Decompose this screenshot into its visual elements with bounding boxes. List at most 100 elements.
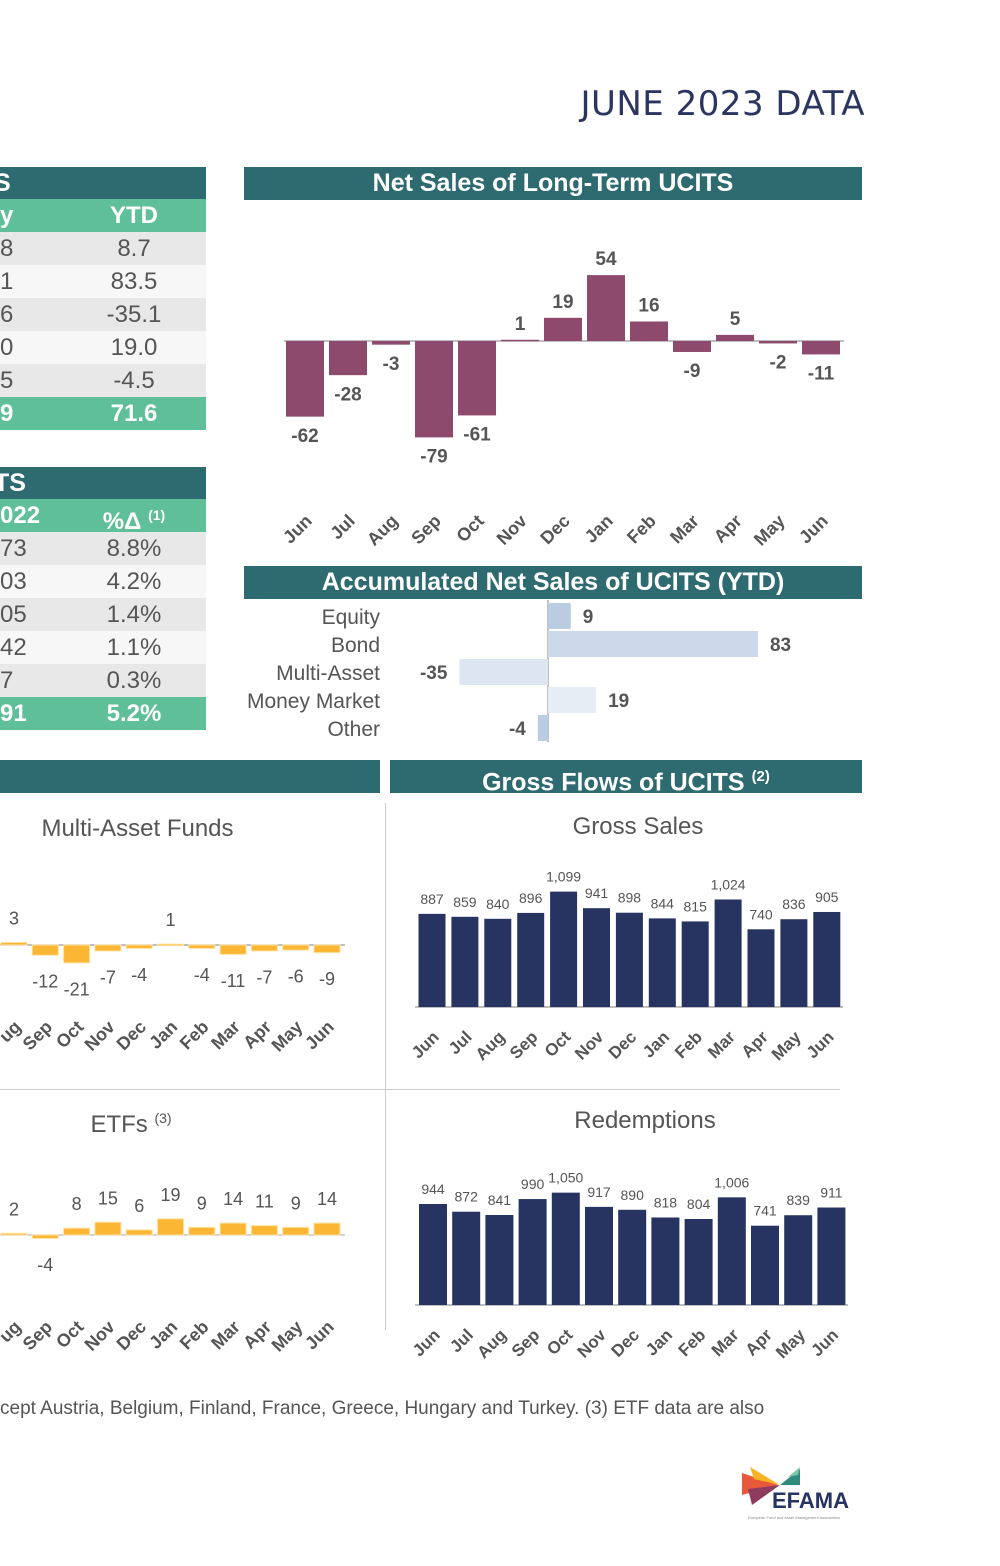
multi_asset-value-label: -11 — [221, 971, 246, 991]
redemptions-value-label: 1,050 — [548, 1170, 583, 1186]
net_sales-tick-label: Nov — [493, 511, 531, 549]
gross_sales-tick-label: Jun — [803, 1027, 838, 1062]
table-title: S — [0, 169, 11, 197]
net_sales-bar — [501, 339, 539, 342]
gross_sales-value-label: 941 — [585, 885, 609, 901]
accumulated-category-label: Bond — [331, 634, 380, 657]
net_sales-bar — [544, 317, 582, 341]
gross_sales-value-label: 1,024 — [711, 876, 746, 892]
gross_sales-bar — [747, 929, 775, 1007]
etfs-title: ETFs (3) — [0, 1110, 262, 1139]
etfs-tick-label: Apr — [239, 1317, 275, 1353]
etfs-value-label: -4 — [37, 1255, 53, 1275]
multi_asset-bar — [31, 944, 59, 956]
footnote-ref: (1) — [148, 507, 166, 523]
multi_asset-bar — [250, 944, 278, 952]
accumulated-category-label: Money Market — [247, 690, 380, 713]
multi_asset-tick-label: Feb — [176, 1017, 213, 1054]
cell: 19.0 — [110, 334, 158, 361]
redemptions-bar — [784, 1215, 813, 1305]
net_sales-value-label: 16 — [638, 295, 659, 316]
gross_sales-tick-label: Jun — [408, 1027, 443, 1062]
etfs-bar — [63, 1227, 91, 1236]
multi_asset-value-label: -6 — [288, 967, 304, 987]
redemptions-tick-label: May — [772, 1325, 809, 1362]
cell: 6 — [0, 301, 14, 328]
gross_sales-value-label: 905 — [815, 889, 839, 905]
redemptions-value-label: 890 — [621, 1187, 645, 1203]
redemptions-value-label: 818 — [654, 1194, 678, 1210]
etfs-value-label: 9 — [197, 1193, 207, 1213]
column-header: y — [0, 202, 14, 229]
net_sales-tick-label: Jun — [279, 511, 316, 548]
cell: -4.5 — [113, 367, 155, 394]
accumulated-bar — [459, 659, 548, 685]
accumulated-category-label: Multi-Asset — [276, 662, 380, 685]
multi_asset-value-label: -21 — [64, 979, 90, 999]
efama-logo-icon: EFAMA European Fund and Asset Management… — [742, 1467, 849, 1520]
gross_sales-tick-label: Mar — [704, 1027, 739, 1062]
multi_asset-tick-label: Sep — [19, 1017, 56, 1054]
gross_sales-value-label: 815 — [684, 898, 708, 914]
accumulated-value-label: -4 — [509, 719, 526, 740]
net_sales-bar — [329, 341, 367, 376]
header-text: Gross Flows of UCITS — [482, 768, 745, 793]
etfs-bar — [282, 1226, 310, 1236]
net_sales-bar — [630, 321, 668, 341]
net_sales-bar — [458, 341, 496, 416]
redemptions-tick-label: Jan — [642, 1325, 676, 1359]
etfs-value-label: 19 — [160, 1185, 180, 1205]
etfs-value-label: 14 — [223, 1189, 243, 1209]
net_sales-value-label: 54 — [595, 249, 617, 270]
footnote-ref: (2) — [751, 768, 770, 785]
table-subheader: y YTD — [0, 199, 206, 232]
cell: 0 — [0, 334, 14, 361]
net_sales-tick-label: Aug — [363, 511, 402, 550]
cell: 73 — [0, 535, 27, 562]
gross_sales-bar — [681, 921, 709, 1007]
accumulated-value-label: 9 — [583, 607, 594, 628]
gross_sales-bar — [813, 911, 841, 1007]
svg-text:European Fund and Asset Manage: European Fund and Asset Management Assoc… — [748, 1515, 840, 1520]
etfs-bar — [94, 1221, 122, 1236]
multi_asset-value-label: -4 — [194, 965, 210, 985]
redemptions-bar — [518, 1199, 547, 1305]
footnote-ref: (3) — [154, 1110, 172, 1126]
redemptions-value-label: 911 — [820, 1185, 843, 1201]
redemptions-tick-label: Nov — [574, 1325, 611, 1362]
gross_sales-value-label: 887 — [420, 891, 444, 907]
net_sales-value-label: -2 — [770, 353, 787, 374]
gross_sales-bar — [484, 918, 512, 1007]
multi-asset-title: Multi-Asset Funds — [41, 815, 234, 842]
redemptions-value-label: 839 — [787, 1192, 811, 1208]
gross_sales-value-label: 1,099 — [546, 869, 581, 885]
redemptions-value-label: 990 — [521, 1176, 545, 1192]
multi_asset-value-label: -7 — [100, 967, 116, 987]
redemptions-value-label: 872 — [455, 1189, 479, 1205]
table-row: 0 19.0 — [0, 331, 206, 364]
redemptions-bar — [751, 1225, 779, 1305]
gross_sales-value-label: 840 — [486, 896, 510, 912]
gross_sales-value-label: 844 — [651, 895, 675, 911]
redemptions-tick-label: Jul — [446, 1325, 477, 1356]
redemptions-bar — [618, 1209, 647, 1305]
etfs-value-label: 15 — [98, 1188, 118, 1208]
net_sales-tick-label: Apr — [710, 511, 746, 547]
title-text: ETFs — [90, 1111, 148, 1138]
redemptions-tick-label: Oct — [543, 1325, 577, 1359]
etfs-bar — [250, 1225, 278, 1236]
cell: 5.2% — [106, 700, 162, 727]
gross_sales-tick-label: Apr — [738, 1027, 772, 1061]
cell: 4.2% — [106, 568, 162, 595]
cell: 9 — [0, 400, 14, 427]
gross_sales-tick-label: Sep — [506, 1027, 541, 1062]
etfs-tick-label: Jan — [145, 1317, 181, 1353]
page-title: JUNE 2023 DATA — [580, 84, 865, 124]
redemptions-bar — [817, 1207, 846, 1305]
etfs-bar — [219, 1222, 247, 1236]
etfs-tick-label: Jun — [301, 1317, 338, 1354]
multi_asset-value-label: -4 — [131, 965, 147, 985]
gross_sales-tick-label: Aug — [472, 1027, 509, 1064]
gross_sales-value-label: 896 — [519, 890, 543, 906]
